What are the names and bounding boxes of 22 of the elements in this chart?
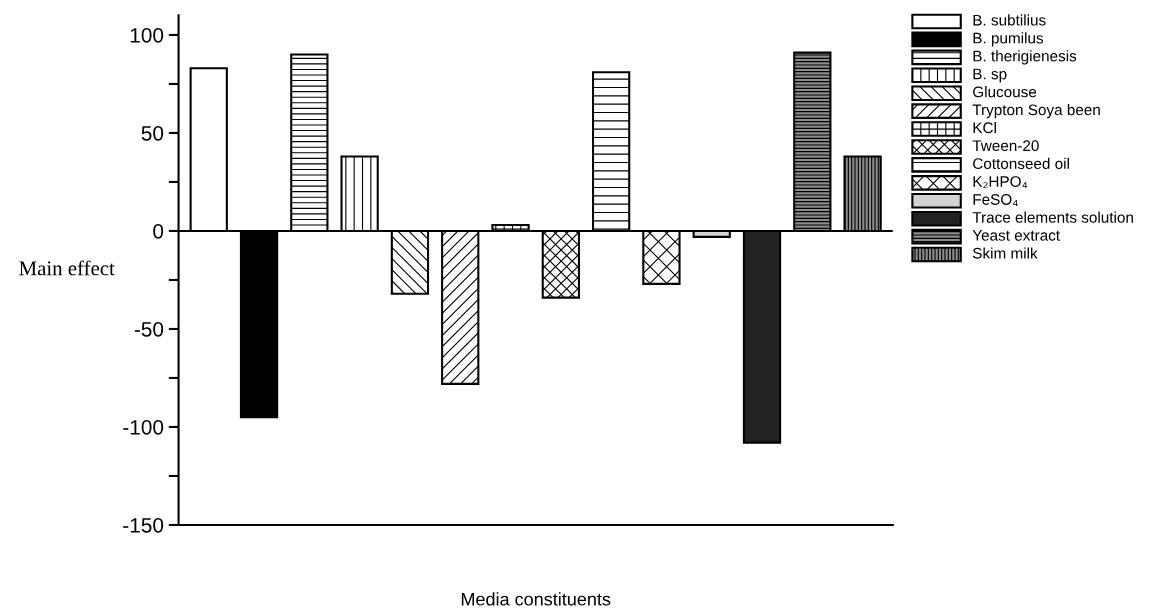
legend-label: FeSO₄ bbox=[973, 194, 1018, 207]
legend-label: K₂HPO₄ bbox=[973, 176, 1028, 189]
legend-label: Tween-20 bbox=[972, 140, 1039, 152]
y-tick-label: -150 bbox=[123, 517, 164, 533]
legend-label: B. therigienesis bbox=[973, 50, 1077, 65]
legend-label: Yeast extract bbox=[972, 230, 1060, 241]
legend-label: Cottonseed oil bbox=[973, 157, 1069, 170]
legend-label: Glucouse bbox=[973, 86, 1037, 98]
legend-label: B. sp bbox=[973, 68, 1007, 83]
y-axis-title: Main effect bbox=[19, 260, 115, 276]
y-tick-label: 0 bbox=[153, 223, 164, 239]
y-tick-label: 100 bbox=[130, 27, 164, 43]
x-axis-title: Media constituents bbox=[461, 592, 611, 606]
legend-label: B. pumilus bbox=[973, 32, 1044, 47]
legend-label: Skim milk bbox=[972, 247, 1038, 259]
y-tick-label: -50 bbox=[134, 321, 164, 337]
legend-label: B. subtilius bbox=[973, 14, 1046, 26]
y-tick-label: 50 bbox=[141, 125, 164, 141]
y-tick-label: -100 bbox=[123, 419, 164, 435]
legend-label: KCl bbox=[973, 121, 996, 134]
legend-label: Trace elements solution bbox=[972, 211, 1133, 223]
legend-label: Trypton Soya been bbox=[972, 104, 1100, 119]
